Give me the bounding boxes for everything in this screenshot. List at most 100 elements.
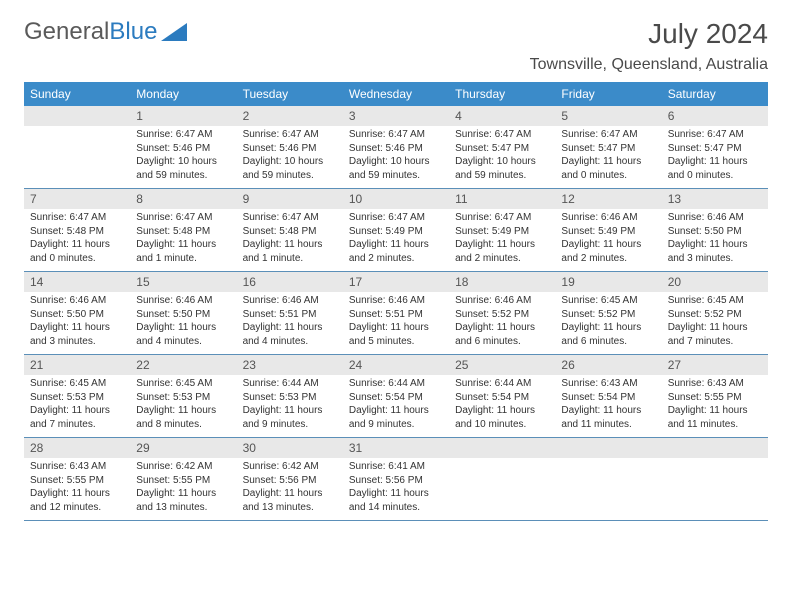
day-cell: 24Sunrise: 6:44 AMSunset: 5:54 PMDayligh… (343, 355, 449, 437)
day-info-line: Sunrise: 6:44 AM (455, 377, 549, 391)
day-number: 15 (130, 272, 236, 292)
day-number: 17 (343, 272, 449, 292)
day-info-line: Sunrise: 6:43 AM (668, 377, 762, 391)
day-info-line: Daylight: 11 hours (455, 321, 549, 335)
day-info-line: Sunset: 5:47 PM (561, 142, 655, 156)
day-info-line: Sunset: 5:49 PM (349, 225, 443, 239)
day-info-line: Daylight: 11 hours (349, 404, 443, 418)
day-cell: 12Sunrise: 6:46 AMSunset: 5:49 PMDayligh… (555, 189, 661, 271)
day-info-line: Daylight: 11 hours (349, 238, 443, 252)
day-info-line: Sunrise: 6:45 AM (668, 294, 762, 308)
day-info-line: Sunset: 5:54 PM (561, 391, 655, 405)
day-info-line: Sunset: 5:56 PM (243, 474, 337, 488)
day-info-line: and 59 minutes. (136, 169, 230, 183)
day-info-line: Sunset: 5:49 PM (561, 225, 655, 239)
day-number: 3 (343, 106, 449, 126)
day-info-line: Sunset: 5:49 PM (455, 225, 549, 239)
day-cell: 4Sunrise: 6:47 AMSunset: 5:47 PMDaylight… (449, 106, 555, 188)
day-info: Sunrise: 6:46 AMSunset: 5:50 PMDaylight:… (24, 292, 130, 352)
day-info: Sunrise: 6:46 AMSunset: 5:51 PMDaylight:… (343, 292, 449, 352)
day-info-line: Sunrise: 6:41 AM (349, 460, 443, 474)
day-info-line: Daylight: 11 hours (243, 238, 337, 252)
day-cell: 26Sunrise: 6:43 AMSunset: 5:54 PMDayligh… (555, 355, 661, 437)
day-info-line: Sunset: 5:55 PM (136, 474, 230, 488)
day-info-line: and 2 minutes. (561, 252, 655, 266)
day-info-line: and 59 minutes. (349, 169, 443, 183)
day-info-line: Daylight: 11 hours (349, 321, 443, 335)
day-info-line: and 5 minutes. (349, 335, 443, 349)
day-info-line: and 7 minutes. (668, 335, 762, 349)
day-cell: 22Sunrise: 6:45 AMSunset: 5:53 PMDayligh… (130, 355, 236, 437)
day-info-line: Daylight: 11 hours (561, 404, 655, 418)
day-info-line: Daylight: 10 hours (243, 155, 337, 169)
day-info: Sunrise: 6:46 AMSunset: 5:50 PMDaylight:… (662, 209, 768, 269)
day-cell: 2Sunrise: 6:47 AMSunset: 5:46 PMDaylight… (237, 106, 343, 188)
day-info-line: Sunset: 5:46 PM (243, 142, 337, 156)
day-cell (555, 438, 661, 520)
day-cell: 11Sunrise: 6:47 AMSunset: 5:49 PMDayligh… (449, 189, 555, 271)
day-info-line: Sunset: 5:47 PM (668, 142, 762, 156)
day-info-line: Daylight: 10 hours (136, 155, 230, 169)
day-info-line: Sunrise: 6:47 AM (136, 128, 230, 142)
day-header-mon: Monday (130, 82, 236, 106)
day-info-line: and 14 minutes. (349, 501, 443, 515)
day-cell: 7Sunrise: 6:47 AMSunset: 5:48 PMDaylight… (24, 189, 130, 271)
day-info-line: and 11 minutes. (561, 418, 655, 432)
day-header-sat: Saturday (662, 82, 768, 106)
day-number: 25 (449, 355, 555, 375)
day-cell: 20Sunrise: 6:45 AMSunset: 5:52 PMDayligh… (662, 272, 768, 354)
day-info: Sunrise: 6:47 AMSunset: 5:46 PMDaylight:… (343, 126, 449, 186)
day-cell: 19Sunrise: 6:45 AMSunset: 5:52 PMDayligh… (555, 272, 661, 354)
day-number: 13 (662, 189, 768, 209)
day-header-row: Sunday Monday Tuesday Wednesday Thursday… (24, 82, 768, 106)
day-cell: 31Sunrise: 6:41 AMSunset: 5:56 PMDayligh… (343, 438, 449, 520)
day-info-line: Sunrise: 6:42 AM (136, 460, 230, 474)
day-info-line: Daylight: 11 hours (30, 404, 124, 418)
day-cell (662, 438, 768, 520)
day-info-line: and 4 minutes. (243, 335, 337, 349)
day-info-line: and 2 minutes. (455, 252, 549, 266)
day-info-line: and 9 minutes. (349, 418, 443, 432)
day-info-line: Sunrise: 6:44 AM (243, 377, 337, 391)
day-info-line: Daylight: 11 hours (668, 155, 762, 169)
day-cell: 23Sunrise: 6:44 AMSunset: 5:53 PMDayligh… (237, 355, 343, 437)
day-info-line: and 3 minutes. (30, 335, 124, 349)
day-info-line: and 59 minutes. (455, 169, 549, 183)
day-number: 1 (130, 106, 236, 126)
day-cell: 1Sunrise: 6:47 AMSunset: 5:46 PMDaylight… (130, 106, 236, 188)
day-info-line: and 1 minute. (136, 252, 230, 266)
day-number: 4 (449, 106, 555, 126)
day-info-line: Daylight: 11 hours (561, 238, 655, 252)
day-number: 11 (449, 189, 555, 209)
day-info-line: Daylight: 11 hours (30, 321, 124, 335)
day-info-line: Daylight: 11 hours (455, 238, 549, 252)
day-info-line: Sunset: 5:54 PM (349, 391, 443, 405)
day-info: Sunrise: 6:45 AMSunset: 5:52 PMDaylight:… (662, 292, 768, 352)
day-info-line: and 9 minutes. (243, 418, 337, 432)
day-info-line: Sunset: 5:53 PM (30, 391, 124, 405)
day-number: 23 (237, 355, 343, 375)
day-number: 14 (24, 272, 130, 292)
day-cell: 29Sunrise: 6:42 AMSunset: 5:55 PMDayligh… (130, 438, 236, 520)
day-info: Sunrise: 6:42 AMSunset: 5:56 PMDaylight:… (237, 458, 343, 518)
day-info: Sunrise: 6:43 AMSunset: 5:54 PMDaylight:… (555, 375, 661, 435)
day-info-line: and 3 minutes. (668, 252, 762, 266)
day-info-line: Sunset: 5:52 PM (668, 308, 762, 322)
day-info-line: Sunset: 5:54 PM (455, 391, 549, 405)
day-info-line: Sunset: 5:50 PM (30, 308, 124, 322)
week-row: 1Sunrise: 6:47 AMSunset: 5:46 PMDaylight… (24, 106, 768, 189)
day-info-line: and 0 minutes. (561, 169, 655, 183)
day-info: Sunrise: 6:47 AMSunset: 5:47 PMDaylight:… (449, 126, 555, 186)
day-number: 27 (662, 355, 768, 375)
day-cell: 10Sunrise: 6:47 AMSunset: 5:49 PMDayligh… (343, 189, 449, 271)
day-info-line: Sunrise: 6:47 AM (243, 128, 337, 142)
day-info: Sunrise: 6:45 AMSunset: 5:53 PMDaylight:… (24, 375, 130, 435)
day-number (449, 438, 555, 458)
header: GeneralBlue July 2024 Townsville, Queens… (24, 18, 768, 74)
day-cell: 25Sunrise: 6:44 AMSunset: 5:54 PMDayligh… (449, 355, 555, 437)
day-number (662, 438, 768, 458)
day-number: 21 (24, 355, 130, 375)
day-info-line: and 8 minutes. (136, 418, 230, 432)
day-number: 28 (24, 438, 130, 458)
day-cell (24, 106, 130, 188)
